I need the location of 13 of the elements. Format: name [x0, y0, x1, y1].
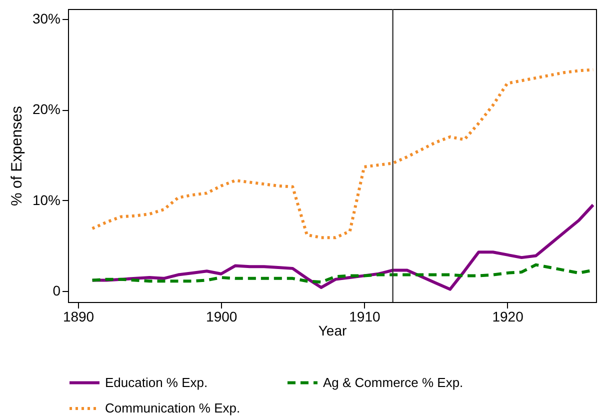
x-tick-label: 1890 [62, 308, 94, 324]
legend-label: Education % Exp. [105, 374, 208, 390]
y-tick-label: 0 [52, 282, 61, 299]
x-tick-label: 1900 [206, 308, 238, 324]
x-tick-label: 1920 [492, 308, 524, 324]
x-axis-title: Year [318, 322, 347, 338]
y-tick-label: 10% [32, 192, 60, 208]
y-axis-title: % of Expenses [8, 106, 26, 206]
x-tick-label: 1910 [349, 308, 380, 324]
y-tick-label: 30% [32, 10, 60, 26]
legend-label: Communication % Exp. [105, 400, 240, 416]
legend-label: Ag & Commerce % Exp. [323, 374, 464, 390]
y-tick-label: 20% [32, 101, 60, 118]
